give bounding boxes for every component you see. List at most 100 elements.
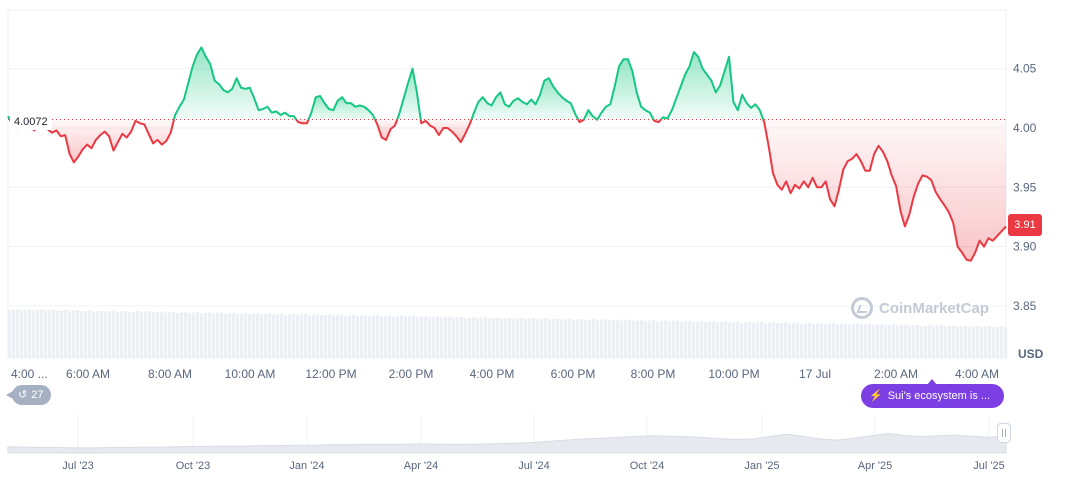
history-events-badge[interactable]: ↺ 27 — [5, 385, 52, 405]
volume-bar — [540, 318, 544, 358]
volume-bar — [532, 317, 536, 358]
volume-bar — [484, 317, 488, 358]
volume-bar — [828, 323, 832, 358]
volume-bar — [632, 320, 636, 358]
volume-bar — [568, 318, 572, 358]
volume-bar — [420, 316, 424, 358]
volume-bar — [936, 325, 940, 358]
y-tick-label: 3.90 — [1013, 240, 1037, 254]
volume-bar — [272, 314, 276, 358]
volume-bar — [388, 315, 392, 358]
volume-bar — [48, 310, 52, 358]
volume-bar — [448, 316, 452, 358]
x-tick-label: 8:00 PM — [631, 367, 676, 381]
price-line — [7, 46, 1007, 262]
volume-bar — [876, 324, 880, 358]
volume-bar — [476, 318, 480, 358]
currency-unit-label: USD — [1018, 347, 1044, 361]
y-tick-label: 4.00 — [1013, 121, 1037, 135]
x-tick-label: 17 Jul — [799, 367, 831, 381]
volume-bar — [116, 311, 120, 358]
navigator-drag-handle[interactable] — [997, 423, 1011, 443]
volume-bar — [672, 321, 676, 358]
line-above-reference — [7, 115, 11, 120]
volume-bar — [904, 324, 908, 358]
volume-bar — [96, 310, 100, 358]
volume-bar — [880, 324, 884, 358]
volume-bar — [600, 319, 604, 358]
volume-bar — [472, 316, 476, 358]
volume-bar — [900, 325, 904, 358]
volume-bar — [156, 311, 160, 358]
line-above-reference — [173, 46, 298, 121]
volume-bar — [816, 323, 820, 358]
price-area — [8, 47, 1006, 261]
volume-bar — [332, 315, 336, 358]
volume-bar — [176, 312, 180, 358]
volume-bar — [624, 320, 628, 358]
x-tick-label: 4:00 PM — [470, 367, 515, 381]
news-event-badge[interactable]: ⚡ Sui's ecosystem is ... — [861, 379, 1004, 408]
volume-bar — [328, 314, 332, 358]
volume-bar — [932, 326, 936, 358]
volume-bar — [264, 313, 268, 358]
volume-bar — [64, 309, 68, 358]
volume-bar — [364, 315, 368, 358]
volume-bar — [988, 325, 992, 358]
volume-bar — [344, 315, 348, 358]
x-tick-label: 12:00 PM — [305, 367, 356, 381]
navigator-tick-label: Jul '23 — [62, 460, 93, 472]
y-axis: 4.05 4.00 3.95 3.90 3.85 — [1013, 62, 1037, 313]
volume-bar — [628, 319, 632, 358]
volume-bar — [520, 317, 524, 358]
volume-bar — [12, 309, 16, 358]
range-navigator[interactable]: Jul '23 Oct '23 Jan '24 Apr '24 Jul '24 Oct '… — [7, 414, 1007, 472]
volume-bar — [408, 316, 412, 358]
volume-bar — [964, 325, 968, 358]
volume-bar — [920, 325, 924, 358]
volume-bar — [168, 312, 172, 358]
volume-bar — [676, 320, 680, 358]
volume-bar — [720, 321, 724, 358]
volume-bar — [996, 326, 1000, 358]
volume-bar — [120, 311, 124, 358]
coinmarketcap-watermark: CoinMarketCap — [851, 297, 989, 319]
volume-bar — [576, 319, 580, 358]
volume-bar — [860, 324, 864, 358]
volume-bar — [72, 310, 76, 358]
reference-price-label: 4.0072 — [10, 114, 52, 130]
volume-bar — [356, 316, 360, 358]
volume-bar — [656, 321, 660, 358]
volume-bar — [572, 319, 576, 358]
volume-bar — [844, 323, 848, 358]
volume-bar — [620, 320, 624, 358]
volume-bar — [716, 322, 720, 358]
volume-bar — [92, 311, 96, 358]
volume-bar — [544, 318, 548, 358]
volume-bar — [724, 321, 728, 358]
y-tick-label: 3.85 — [1013, 299, 1037, 313]
volume-bar — [100, 310, 104, 358]
line-above-reference — [470, 77, 580, 120]
line-above-reference — [583, 109, 598, 121]
lightning-icon: ⚡ — [869, 390, 883, 402]
volume-bar — [500, 318, 504, 358]
volume-bar — [372, 315, 376, 358]
volume-bar — [324, 314, 328, 358]
volume-bar — [780, 322, 784, 358]
line-below-reference — [762, 119, 1007, 262]
news-event-label: Sui's ecosystem is ... — [887, 390, 991, 402]
x-tick-label: 10:00 AM — [225, 367, 276, 381]
volume-bar — [452, 317, 456, 358]
volume-bar — [872, 325, 876, 358]
volume-bar — [916, 324, 920, 358]
volume-bar — [412, 315, 416, 358]
volume-bar — [560, 319, 564, 358]
volume-bar — [508, 317, 512, 358]
volume-bar — [788, 323, 792, 358]
volume-bar — [708, 321, 712, 358]
volume-bar — [1004, 327, 1008, 358]
volume-bar — [60, 310, 64, 358]
volume-bar — [396, 316, 400, 358]
